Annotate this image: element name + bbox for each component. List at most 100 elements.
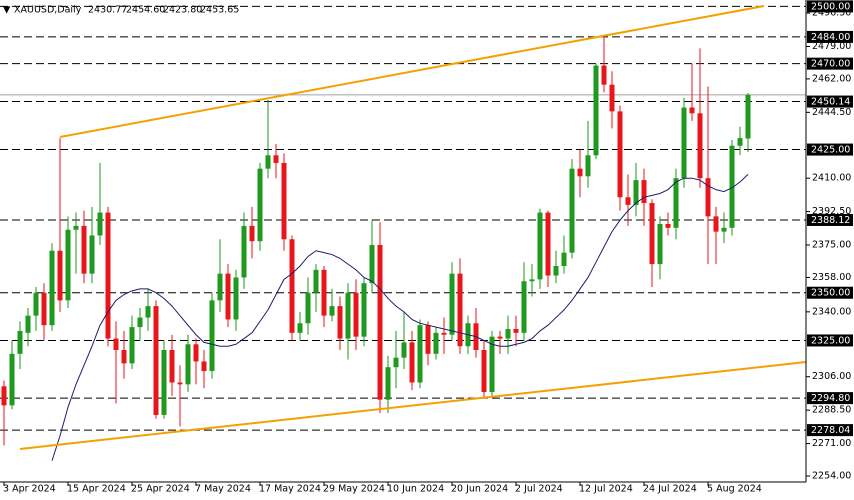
candle-body [489,336,495,393]
candle-body [417,325,423,383]
y-tick-label: 2462.00 [812,73,851,84]
y-tick-label: 2340.00 [812,306,851,317]
candle-body [217,273,223,301]
candle-body [617,111,623,198]
level-label-text: 2425.00 [811,145,850,156]
candle-body [241,225,247,278]
candle-body [249,225,255,242]
candle-body [481,350,487,393]
x-tick-label: 7 May 2024 [195,484,251,495]
y-tick-label: 2288.50 [812,405,851,416]
candle-body [737,138,743,146]
level-label-box [807,424,853,437]
candle-body [289,239,295,333]
level-label-box [807,334,853,347]
candle-body [721,227,727,232]
y-tick-label: 2410.00 [812,173,851,184]
level-label-box [807,57,853,70]
candle-body [257,168,263,242]
candle-body [729,145,735,228]
level-label: 2500.00 [807,0,853,12]
y-tick-label: 2479.00 [812,41,851,52]
candle-body [353,292,359,337]
candle-body [81,225,87,274]
candle-body [441,332,447,335]
candle-body [569,168,575,253]
high-value: 2454.60 [126,5,165,16]
candle-body [745,94,751,139]
y-tick-label: 2271.00 [812,438,851,449]
candle-body [33,292,39,316]
y-tick-label: 2358.00 [812,272,851,283]
candle-body [1,386,7,406]
plot-layer [0,5,806,431]
level-label: 2294.80 [807,392,853,405]
candle-body [713,216,719,232]
level-label-text: 2325.00 [811,335,850,346]
candle-body [161,350,167,415]
trend-lines [19,5,806,450]
y-tick-label: 2375.00 [812,240,851,251]
candle-body [689,107,695,114]
candle-body [649,203,655,265]
candle-body [17,330,23,354]
candle-body [625,197,631,205]
level-label-text: 2470.00 [811,59,850,70]
candle-body [321,269,327,316]
candle-body [281,162,287,240]
x-tick-label: 10 Jun 2024 [387,484,444,495]
close-value: 2453.65 [200,5,239,16]
candle-body [545,212,551,276]
candle-body [513,329,519,333]
candle-body [89,235,95,274]
level-label-box [807,213,853,226]
level-label-text: 2388.12 [811,215,850,226]
candle-body [137,317,143,328]
candle-body [177,382,183,385]
x-tick-label: 24 Jul 2024 [643,484,697,495]
x-tick-label: 12 Jul 2024 [579,484,633,495]
y-tick-label: 2254.00 [812,471,851,482]
level-label-text: 2350.00 [811,288,850,299]
candle-body [673,178,679,228]
level-label: 2484.00 [807,30,853,43]
x-tick-label: 3 Apr 2024 [3,484,56,495]
x-tick-label: 5 Aug 2024 [707,484,762,495]
y-tick-label: 2496.50 [812,8,851,19]
level-label-text: 2500.00 [811,1,850,12]
candle-body [41,292,47,326]
candle-body [705,178,711,217]
candle-body [401,342,407,358]
level-label-box [807,30,853,43]
level-label-text: 2278.04 [811,425,850,436]
candle-layer [1,36,751,461]
candle-body [377,245,383,400]
y-tick-label: 2306.00 [812,371,851,382]
candle-body [225,273,231,320]
candle-body [113,338,119,351]
level-label-box [807,392,853,405]
x-tick-label: 17 May 2024 [259,484,321,495]
candle-body [329,306,335,316]
candle-body [433,332,439,354]
candle-body [193,344,199,362]
candle-body [153,306,159,415]
candle-body [25,315,31,333]
candle-body [185,344,191,385]
candle-body [609,84,615,112]
candle-body [681,107,687,179]
candle-body [121,350,127,364]
x-tick-label: 29 May 2024 [323,484,385,495]
candle-body [201,361,207,372]
candle-body [585,155,591,177]
candle-body [9,353,15,406]
candle-body [105,212,111,339]
level-label: 2325.00 [807,334,853,347]
x-tick-label: 2 Jul 2024 [515,484,563,495]
x-tick-label: 25 Apr 2024 [131,484,190,495]
candle-body [577,168,583,177]
level-label: 2470.00 [807,57,853,70]
header-arrow: ▼ [3,5,11,16]
